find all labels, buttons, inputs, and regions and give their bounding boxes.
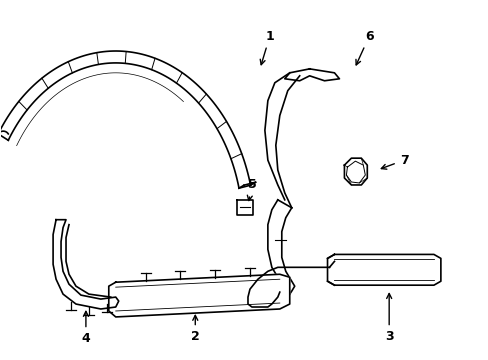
Text: 4: 4 [81,311,90,345]
Text: 5: 5 [247,179,256,201]
Text: 6: 6 [355,30,373,65]
Polygon shape [327,255,440,285]
Polygon shape [344,158,366,185]
Text: 1: 1 [260,30,274,65]
Polygon shape [237,200,252,215]
Polygon shape [53,220,119,309]
Text: 7: 7 [381,154,407,169]
Text: 3: 3 [384,293,393,343]
Polygon shape [108,274,289,317]
Text: 2: 2 [190,315,199,343]
